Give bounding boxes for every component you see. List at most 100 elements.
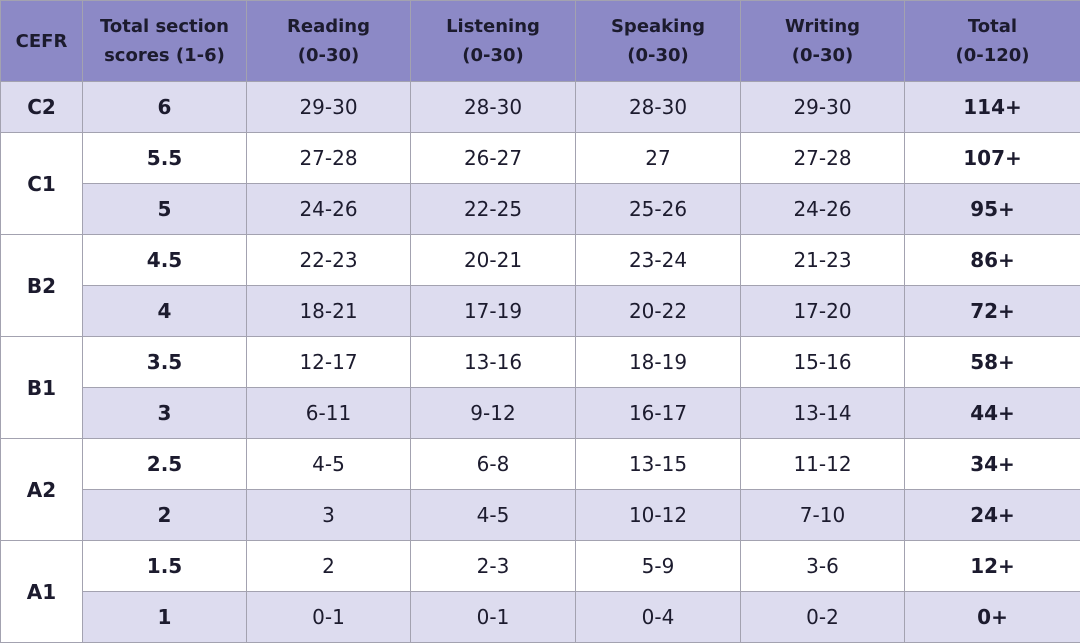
table-cell: 5-9: [575, 540, 741, 592]
table-cell: 13-15: [575, 438, 741, 490]
table-cell: 20-21: [410, 234, 576, 286]
table-cell: 24-26: [246, 183, 411, 235]
header-text: CEFR: [15, 30, 68, 52]
header-cell: Reading (0-30): [246, 0, 411, 82]
table-cell: 27: [575, 132, 741, 184]
header-text: (0-30): [297, 45, 360, 66]
table-cell: 17-20: [740, 285, 905, 337]
header-text: (0-120): [955, 45, 1030, 66]
table-cell: 44+: [904, 387, 1080, 439]
cefr-cell: C1: [0, 132, 83, 235]
header-cell: Writing (0-30): [740, 0, 905, 82]
header-text: Total section: [100, 16, 229, 37]
header-cell: Listening (0-30): [410, 0, 576, 82]
cefr-cell: C2: [0, 81, 83, 133]
table-cell: 17-19: [410, 285, 576, 337]
table-cell: 11-12: [740, 438, 905, 490]
table-cell: 34+: [904, 438, 1080, 490]
table-cell: 29-30: [740, 81, 905, 133]
table-cell: 20-22: [575, 285, 741, 337]
header-text: (0-30): [627, 45, 689, 66]
header-text: Writing: [784, 16, 861, 37]
table-cell: 22-25: [410, 183, 576, 235]
table-cell: 6: [82, 81, 247, 133]
table-cell: 1.5: [82, 540, 247, 592]
table-row: C1 5.5 27-28 26-27 27 27-28 107+: [0, 132, 1080, 235]
table-cell: 2.5: [82, 438, 247, 490]
table-cell: 3-6: [740, 540, 905, 592]
table-row: 5 24-26 22-25 25-26 24-26 95+: [1, 183, 1080, 235]
table-cell: 0-1: [246, 591, 411, 643]
header-cell: Speaking (0-30): [575, 0, 741, 82]
table-row: A2 2.5 4-5 6-8 13-15 11-12 34+: [0, 438, 1080, 541]
table-cell: 23-24: [575, 234, 741, 286]
table-cell: 0-1: [410, 591, 576, 643]
table-cell: 16-17: [575, 387, 741, 439]
table-cell: 95+: [904, 183, 1080, 235]
cefr-cell: B1: [0, 336, 83, 439]
table-cell: 86+: [904, 234, 1080, 286]
header-text: Listening: [446, 16, 540, 37]
table-cell: 3: [82, 387, 247, 439]
table-cell: 12-17: [246, 336, 411, 388]
header-text: (0-30): [791, 45, 854, 66]
table-cell: 24-26: [740, 183, 905, 235]
cefr-cell: B2: [0, 234, 83, 337]
table-cell: 26-27: [410, 132, 576, 184]
table-cell: 107+: [904, 132, 1080, 184]
table-row: C2 6 29-30 28-30 28-30 29-30 114+: [0, 81, 1080, 133]
table-cell: 4: [82, 285, 247, 337]
table-cell: 21-23: [740, 234, 905, 286]
table-cell: 0+: [904, 591, 1080, 643]
table-cell: 9-12: [410, 387, 576, 439]
table-row: 1 0-1 0-1 0-4 0-2 0+: [1, 591, 1080, 643]
table-cell: 0-2: [740, 591, 905, 643]
header-text: scores (1-6): [104, 45, 225, 66]
table-cell: 4-5: [246, 438, 411, 490]
header-cell: Total (0-120): [904, 0, 1080, 82]
table-body: C2 6 29-30 28-30 28-30 29-30 114+ C1 5.5 27-28 26-…: [0, 81, 1080, 643]
table-cell: 27-28: [740, 132, 905, 184]
header-text: Reading: [287, 16, 370, 37]
table-cell: 5.5: [82, 132, 247, 184]
table-cell: 18-21: [246, 285, 411, 337]
table-row: A1 1.5 2 2-3 5-9 3-6 12+: [0, 540, 1080, 643]
table-cell: 3: [246, 489, 411, 541]
table-cell: 28-30: [575, 81, 741, 133]
header-text: (0-30): [462, 45, 524, 66]
header-cell: Total section scores (1-6): [82, 0, 247, 82]
table-cell: 22-23: [246, 234, 411, 286]
table-cell: 72+: [904, 285, 1080, 337]
table-cell: 0-4: [575, 591, 741, 643]
table-cell: 25-26: [575, 183, 741, 235]
table-cell: 1: [82, 591, 247, 643]
table-cell: 5: [82, 183, 247, 235]
table-cell: 114+: [904, 81, 1080, 133]
table-cell: 24+: [904, 489, 1080, 541]
table-cell: 3.5: [82, 336, 247, 388]
table-cell: 15-16: [740, 336, 905, 388]
table-cell: 29-30: [246, 81, 411, 133]
header-text: Total: [967, 16, 1018, 37]
table-cell: 58+: [904, 336, 1080, 388]
table-cell: 7-10: [740, 489, 905, 541]
table-cell: 6-8: [410, 438, 576, 490]
table-cell: 2: [82, 489, 247, 541]
table-cell: 27-28: [246, 132, 411, 184]
table-cell: 2: [246, 540, 411, 592]
table-cell: 4.5: [82, 234, 247, 286]
table-row: B2 4.5 22-23 20-21 23-24 21-23 86+: [0, 234, 1080, 337]
cefr-cell: A1: [0, 540, 83, 643]
table-row: 2 3 4-5 10-12 7-10 24+: [1, 489, 1080, 541]
table-cell: 18-19: [575, 336, 741, 388]
table-cell: 12+: [904, 540, 1080, 592]
table-cell: 4-5: [410, 489, 576, 541]
table-cell: 28-30: [410, 81, 576, 133]
table-cell: 13-16: [410, 336, 576, 388]
table-cell: 10-12: [575, 489, 741, 541]
header-row: CEFR Total section scores (1-6) Reading (0-3…: [0, 0, 1080, 82]
cefr-cell: A2: [0, 438, 83, 541]
table-cell: 2-3: [410, 540, 576, 592]
